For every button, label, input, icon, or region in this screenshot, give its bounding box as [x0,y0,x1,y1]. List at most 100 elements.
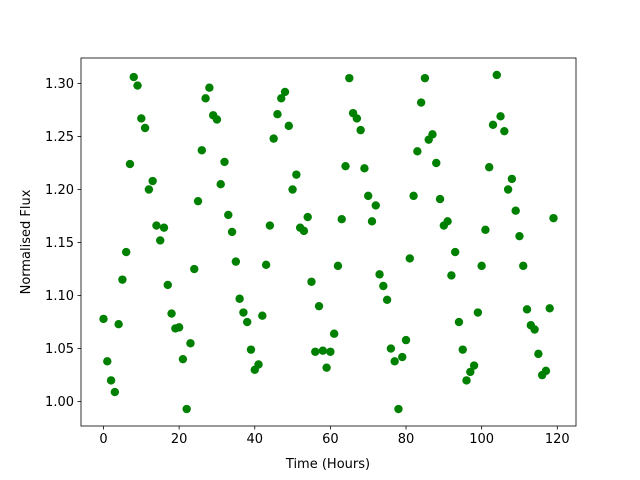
point [522,305,532,314]
y-tick-label: 1.25 [45,130,74,145]
point [144,185,154,194]
point [277,94,286,103]
point [292,170,301,179]
point [280,87,290,97]
point [235,294,244,303]
x-tick-label: 0 [99,432,107,447]
point [394,404,403,414]
point [360,164,369,173]
point [326,347,335,356]
point [269,134,278,143]
point [121,247,131,257]
point [329,329,339,338]
point [503,185,513,194]
point [375,270,384,279]
point [242,317,252,327]
point [382,295,392,304]
point [530,325,539,334]
point [443,217,452,226]
point [224,210,233,220]
point [390,357,399,366]
point [401,335,411,345]
point [314,301,324,311]
point [182,404,191,414]
point [545,304,554,313]
x-tick-label: 20 [171,432,188,447]
point [420,73,430,83]
point [311,347,320,356]
point [186,339,195,348]
point [258,311,267,320]
point [284,121,293,131]
point [156,236,165,245]
point [405,254,415,263]
point [125,159,135,169]
point [246,345,256,354]
point [201,94,210,103]
point [110,387,120,397]
point [261,260,271,270]
point [371,201,380,210]
point [307,277,316,286]
point [398,352,407,362]
point [416,98,426,107]
point [140,123,150,133]
x-tick-label: 60 [322,432,339,447]
point [454,317,464,327]
point [473,308,483,317]
point [469,361,479,370]
x-axis-label: Time (Hours) [285,457,370,472]
point [492,70,501,80]
point [458,345,467,354]
point [190,264,199,274]
point [106,376,116,385]
point [477,261,486,271]
point [205,83,214,92]
point [541,366,551,376]
point [174,323,184,332]
y-tick-label: 1.20 [45,183,74,198]
point [409,191,418,201]
point [148,176,157,186]
x-tick-label: 40 [246,432,263,447]
point [435,194,445,204]
point [367,217,377,226]
point [447,271,456,280]
point [265,221,275,230]
point [534,349,543,359]
point [114,319,123,329]
y-axis-label: Normalised Flux [19,189,34,294]
point [103,357,112,366]
x-tick-label: 100 [469,432,494,447]
point [159,223,169,232]
y-tick-label: 1.00 [45,395,74,410]
point [220,157,229,167]
point [231,257,241,266]
point [239,308,248,317]
y-tick-label: 1.10 [45,289,74,304]
point [99,314,108,324]
plot-frame [80,57,577,427]
point [364,191,373,201]
point [299,226,309,236]
point [511,206,520,215]
point [345,73,354,83]
point [337,214,346,224]
point [519,261,528,271]
point [118,275,127,284]
point [137,114,146,123]
point [352,114,362,123]
point [507,174,517,184]
point [152,221,161,230]
point [413,147,422,156]
x-tick-label: 80 [398,432,415,447]
point [227,227,237,237]
point [303,212,312,222]
y-tick-label: 1.15 [45,236,74,251]
point [500,126,509,136]
point [197,146,207,155]
y-tick-label: 1.05 [45,342,74,357]
point [496,112,505,121]
